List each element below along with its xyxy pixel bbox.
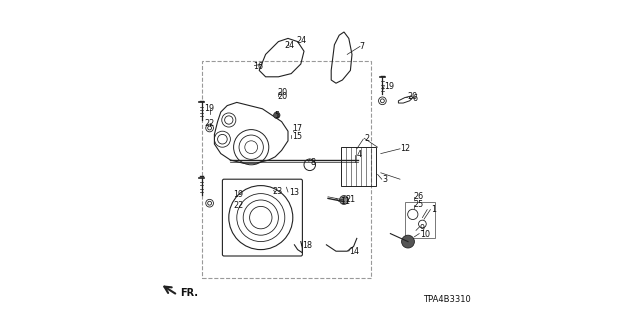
Text: 20: 20 bbox=[408, 92, 417, 101]
Text: 25: 25 bbox=[414, 200, 424, 209]
Text: 16: 16 bbox=[253, 62, 264, 71]
Text: 26: 26 bbox=[414, 192, 424, 201]
Bar bbox=[340, 147, 376, 186]
Text: 11: 11 bbox=[340, 197, 350, 206]
Text: 12: 12 bbox=[401, 144, 411, 153]
Text: 8: 8 bbox=[310, 158, 316, 167]
Text: 24: 24 bbox=[284, 41, 294, 50]
Text: 5: 5 bbox=[275, 111, 280, 120]
Text: 24: 24 bbox=[296, 36, 306, 44]
Text: TPA4B3310: TPA4B3310 bbox=[422, 295, 470, 304]
Text: 6: 6 bbox=[413, 94, 418, 103]
Circle shape bbox=[274, 112, 280, 118]
Text: 14: 14 bbox=[349, 247, 360, 256]
Text: 18: 18 bbox=[302, 241, 312, 250]
Text: 13: 13 bbox=[289, 188, 299, 197]
Circle shape bbox=[402, 235, 415, 248]
Circle shape bbox=[339, 196, 349, 204]
Text: 10: 10 bbox=[420, 230, 430, 239]
Text: 22: 22 bbox=[204, 119, 214, 128]
Text: 17: 17 bbox=[292, 124, 302, 133]
Text: 3: 3 bbox=[383, 175, 387, 184]
Text: FR.: FR. bbox=[180, 288, 198, 299]
Text: 23: 23 bbox=[273, 187, 283, 196]
Text: 19: 19 bbox=[204, 104, 214, 113]
Text: 22: 22 bbox=[233, 201, 243, 210]
Text: 7: 7 bbox=[360, 42, 365, 51]
Text: 9: 9 bbox=[420, 224, 425, 233]
Text: 1: 1 bbox=[431, 205, 436, 214]
Bar bbox=[405, 202, 435, 238]
Text: 4: 4 bbox=[357, 150, 362, 159]
Bar bbox=[202, 61, 371, 278]
Text: 20: 20 bbox=[278, 92, 288, 101]
Text: 20: 20 bbox=[278, 88, 288, 97]
Text: 2: 2 bbox=[365, 134, 370, 143]
Text: 15: 15 bbox=[292, 132, 302, 141]
Text: 19: 19 bbox=[233, 190, 243, 199]
Text: 21: 21 bbox=[345, 195, 355, 204]
Text: 19: 19 bbox=[384, 82, 394, 91]
